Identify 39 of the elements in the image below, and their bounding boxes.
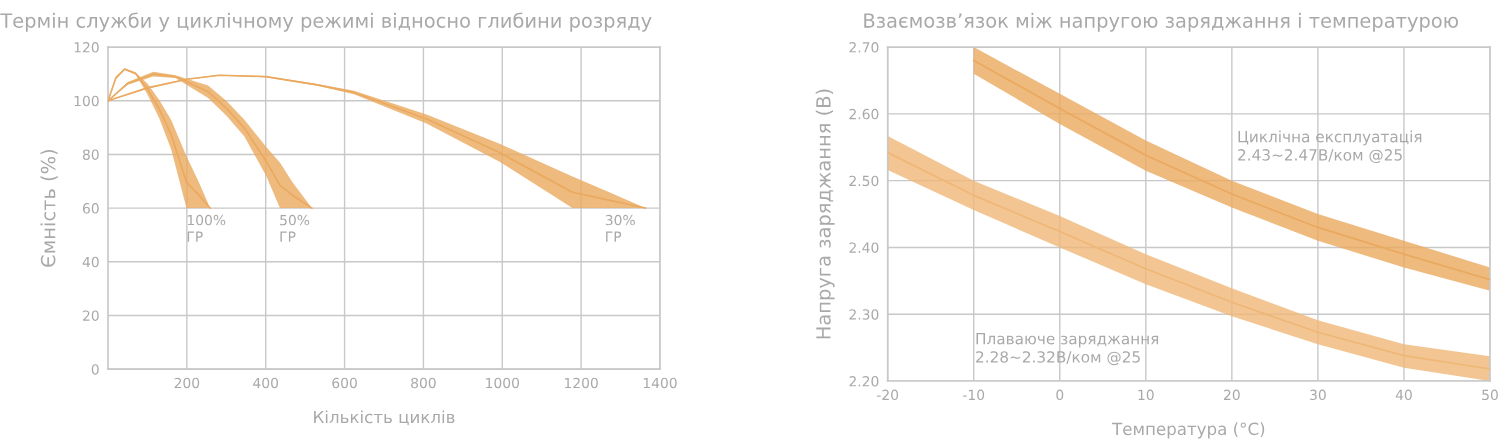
x-tick-label: 10	[1138, 389, 1154, 401]
y-tick-label: 40	[82, 256, 99, 268]
annotation: 30% ГР	[605, 214, 635, 242]
x-tick-label: 50	[1482, 389, 1498, 401]
y-tick-label: 2.50	[849, 175, 879, 187]
x-tick-label: 30	[1310, 389, 1326, 401]
y-tick-label: 2.70	[849, 42, 879, 53]
y-tick-label: 60	[82, 203, 99, 214]
y-tick-label: 2.30	[849, 309, 879, 320]
chart-title: Взаємозв’язок між напругою заряджання і температурою	[864, 12, 1459, 32]
x-tick-label: 0	[1056, 389, 1064, 401]
x-tick-label: -10	[963, 389, 985, 401]
y-tick-label: 2.40	[849, 242, 879, 253]
y-tick-label: 100	[74, 95, 99, 107]
y-tick-label: 2.20	[849, 376, 879, 387]
x-tick-label: 800	[411, 377, 436, 389]
y-axis-title: Ємність (%)	[40, 149, 58, 267]
annotation: 100% ГР	[187, 214, 226, 242]
x-tick-label: 20	[1224, 389, 1240, 401]
annotation: Плаваюче заряджання 2.28~2.32В/ком @25	[976, 333, 1159, 366]
annotation: Циклічна експлуатація 2.43~2.47В/ком @25	[1238, 130, 1422, 164]
x-tick-label: 40	[1395, 389, 1412, 401]
y-tick-label: 120	[74, 42, 99, 53]
x-tick-label: 1200	[564, 377, 598, 389]
y-tick-label: 0	[91, 364, 99, 375]
x-tick-label: 1000	[486, 377, 520, 389]
x-axis-title: Кількість циклів	[314, 410, 455, 426]
x-tick-label: 600	[332, 377, 357, 389]
y-tick-label: 2.60	[849, 108, 879, 120]
y-tick-label: 80	[82, 149, 99, 160]
x-axis-title: Температура (°C)	[1111, 422, 1265, 439]
y-tick-label: 20	[83, 310, 99, 321]
chart-title: Термін служби у циклічному режимі відносно глибини розряду	[0, 12, 652, 32]
x-tick-label: 200	[174, 377, 200, 389]
x-tick-label: 1400	[643, 377, 677, 389]
y-axis-title: Напруга заряджання (В)	[815, 89, 835, 339]
x-tick-label: 400	[253, 377, 279, 389]
annotation: 50% ГР	[280, 214, 310, 242]
x-tick-label: -20	[877, 389, 899, 401]
